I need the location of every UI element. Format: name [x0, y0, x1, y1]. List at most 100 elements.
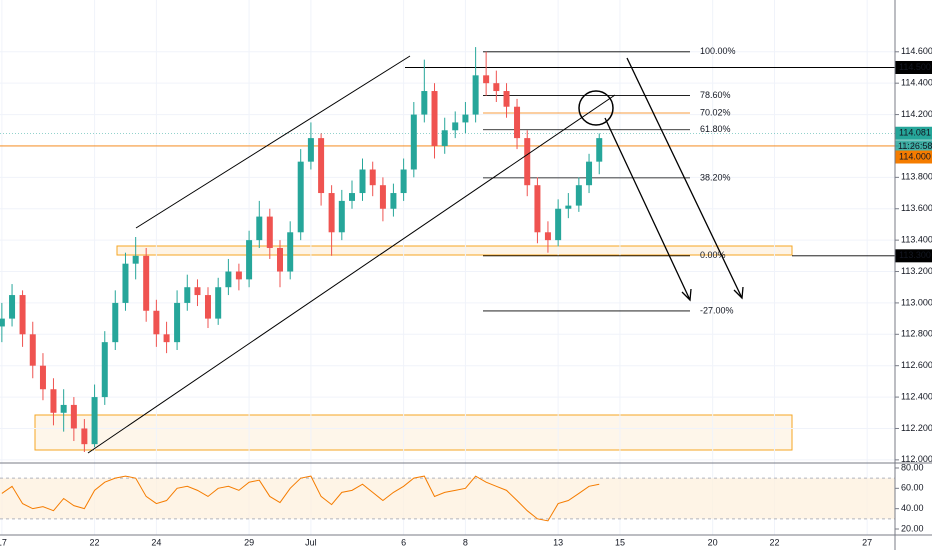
y-tick-label: 114.200 — [901, 109, 932, 119]
y-tick-label: 114.400 — [901, 78, 932, 88]
candle-body — [276, 247, 283, 272]
candle-body — [493, 83, 500, 92]
price-tag-label: 114.000 — [899, 151, 931, 161]
y-tick-label: 114.600 — [901, 46, 932, 56]
candle-body — [143, 255, 150, 311]
channel-upper — [135, 55, 411, 229]
fib-label: 70.02% — [700, 107, 731, 117]
y-tick-label: 113.800 — [901, 172, 932, 182]
rsi-line — [1, 475, 600, 522]
candle-body — [524, 138, 531, 186]
y-tick-label: 112.400 — [901, 391, 932, 401]
candle-body — [174, 302, 181, 343]
candle-body — [441, 130, 448, 146]
countdown-tag — [895, 140, 932, 154]
candle-body — [0, 318, 5, 327]
candle-body — [91, 397, 98, 445]
price-tag — [895, 60, 932, 74]
x-tick-label: 27 — [862, 537, 872, 547]
candle-body — [328, 193, 335, 233]
fib-label: 0.00% — [700, 250, 726, 260]
candle-body — [318, 138, 325, 194]
rsi-band — [0, 478, 895, 519]
candle-body — [112, 302, 119, 343]
y-tick-label: 113.600 — [901, 203, 932, 213]
candle-body — [60, 404, 67, 413]
arrow — [604, 117, 691, 301]
candle-body — [235, 271, 242, 280]
candle-body — [379, 185, 386, 209]
x-tick-label: 17 — [0, 537, 7, 547]
arrow-head — [681, 288, 692, 302]
candle-body — [194, 287, 201, 296]
candle-body — [9, 295, 16, 319]
y-tick-label: 113.400 — [901, 235, 932, 245]
candle-body — [359, 169, 366, 194]
drawings — [87, 55, 744, 454]
y-tick-label: 112.800 — [901, 329, 932, 339]
candle-body — [184, 287, 191, 303]
candle-body — [101, 342, 108, 398]
candle-body — [596, 138, 603, 162]
candle-body — [215, 287, 222, 319]
price-tag — [895, 150, 932, 164]
candle-body — [132, 255, 139, 264]
candle-body — [50, 389, 57, 413]
candle-body — [565, 205, 572, 209]
candle-body — [452, 122, 459, 131]
candle-body — [70, 404, 77, 429]
candle-body — [81, 428, 88, 445]
price-tag-label: 114.500 — [899, 62, 931, 72]
support-zone — [34, 414, 793, 451]
candle-body — [483, 75, 490, 84]
arrow — [626, 57, 743, 299]
candle-body — [503, 91, 510, 107]
circle-marker — [578, 90, 614, 126]
price-tag — [895, 249, 932, 263]
candle-body — [400, 169, 407, 194]
y-tick-label: 112.600 — [901, 360, 932, 370]
plot-layer — [0, 47, 895, 522]
candle-body — [431, 91, 438, 146]
y-tick-label: 60.00 — [901, 483, 924, 493]
fib-label: 100.00% — [700, 46, 736, 56]
price-tag-label: 113.300 — [899, 250, 931, 260]
y-tick-label: 113.200 — [901, 266, 932, 276]
zones — [34, 245, 793, 451]
countdown: 11:26:58 — [898, 141, 932, 151]
channel-lower — [87, 94, 616, 454]
x-tick-label: 15 — [615, 537, 625, 547]
fib-label: 61.80% — [700, 124, 731, 134]
y-tick-label: 112.000 — [901, 454, 932, 464]
candle-body — [410, 114, 417, 170]
fib-label: 78.60% — [700, 90, 731, 100]
candle-body — [534, 185, 541, 233]
x-tick-label: 20 — [708, 537, 718, 547]
candle-body — [472, 75, 479, 115]
candle-body — [153, 310, 160, 335]
candle-body — [163, 334, 170, 343]
candle-body — [225, 271, 232, 288]
y-tick-label: 113.000 — [901, 297, 932, 307]
x-tick-label: 29 — [244, 537, 254, 547]
candle-body — [307, 138, 314, 162]
candle-body — [246, 240, 253, 280]
candle-body — [349, 193, 356, 201]
resistance-zone — [116, 245, 793, 256]
candle-body — [19, 295, 26, 335]
candle-body — [338, 200, 345, 233]
candle-body — [287, 232, 294, 272]
candle-body — [29, 334, 36, 366]
y-tick-label: 80.00 — [901, 462, 924, 472]
x-tick-label: 13 — [553, 537, 563, 547]
y-tick-label: 40.00 — [901, 503, 924, 513]
candle-body — [586, 161, 593, 186]
candle-body — [266, 216, 273, 248]
arrow-head — [733, 286, 744, 300]
x-tick-label: Jul — [305, 537, 317, 547]
x-tick-label: 8 — [463, 537, 468, 547]
candle-body — [514, 106, 521, 139]
y-tick-label: 20.00 — [901, 523, 924, 533]
